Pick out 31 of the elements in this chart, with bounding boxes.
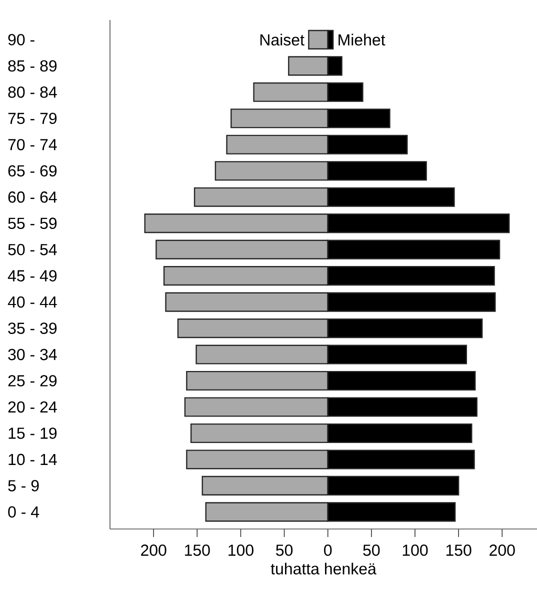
y-tick-label: 55 - 59 — [8, 218, 57, 229]
y-tick-label: 45 - 49 — [8, 270, 57, 282]
x-tick-label: 0 — [324, 544, 332, 556]
y-tick-label: 35 - 39 — [8, 322, 57, 334]
y-tick-label: 20 - 24 — [8, 401, 57, 413]
y-tick-label: 80 - 84 — [8, 86, 57, 98]
y-tick-label: 10 - 14 — [8, 454, 57, 466]
y-tick-label: 65 - 69 — [8, 165, 57, 177]
series-label: Miehet — [338, 34, 386, 46]
x-tick-label: 100 — [402, 544, 428, 556]
y-tick-label: 15 - 19 — [8, 428, 57, 439]
y-tick-label: 40 - 44 — [8, 296, 57, 308]
x-tick-label: 200 — [141, 544, 166, 556]
x-tick-label: 150 — [446, 544, 472, 556]
y-tick-label: 70 - 74 — [8, 138, 57, 150]
x-axis-title: tuhatta henkeä — [270, 562, 376, 574]
x-tick-label: 100 — [228, 544, 254, 556]
y-tick-label: 75 - 79 — [8, 112, 57, 124]
y-tick-label: 5 - 9 — [8, 480, 39, 492]
y-tick-label: 60 - 64 — [8, 191, 57, 203]
y-tick-label: 85 - 89 — [8, 60, 57, 72]
x-tick-label: 50 — [363, 544, 380, 556]
y-tick-label: 90 - — [8, 34, 34, 46]
x-tick-label: 200 — [490, 544, 515, 556]
y-tick-label: 25 - 29 — [8, 375, 57, 386]
series-label: Naiset — [260, 34, 304, 46]
y-tick-label: 50 - 54 — [8, 244, 57, 256]
x-tick-label: 150 — [185, 544, 210, 556]
y-tick-label: 30 - 34 — [8, 348, 57, 360]
y-tick-label: 0 - 4 — [8, 506, 40, 518]
x-tick-label: 50 — [276, 544, 293, 556]
